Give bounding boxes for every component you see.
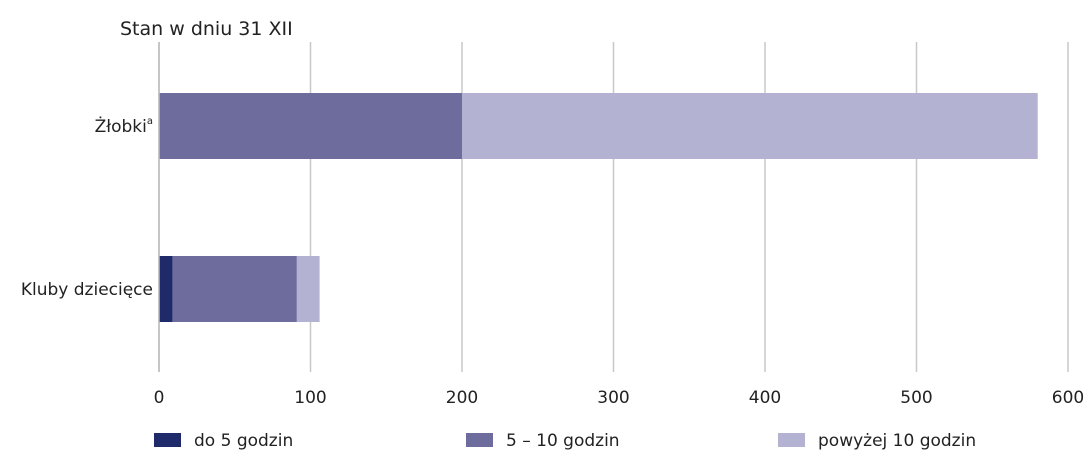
chart-note: Stan w dniu 31 XII: [120, 18, 293, 40]
legend-swatch: [466, 433, 493, 447]
bar-segment: [159, 93, 462, 159]
legend-swatch: [778, 433, 805, 447]
x-tick-label: 500: [900, 388, 932, 408]
x-tick-label: 200: [446, 388, 478, 408]
legend-label: 5 – 10 godzin: [506, 431, 620, 451]
legend-label: do 5 godzin: [194, 431, 293, 451]
x-tick-label: 400: [749, 388, 781, 408]
legend-swatch: [154, 433, 181, 447]
category-label: Kluby dziecięce: [21, 280, 153, 300]
x-tick-label: 600: [1052, 388, 1084, 408]
bar-segment: [296, 256, 320, 322]
bar-segment: [172, 256, 297, 322]
legend-label: powyżej 10 godzin: [818, 431, 976, 451]
x-tick-label: 100: [294, 388, 326, 408]
x-tick-label: 0: [154, 388, 165, 408]
bar-segment: [462, 93, 1038, 159]
x-tick-label: 300: [597, 388, 629, 408]
category-label: Żłobkia: [95, 116, 153, 137]
bar-segment: [159, 256, 173, 322]
